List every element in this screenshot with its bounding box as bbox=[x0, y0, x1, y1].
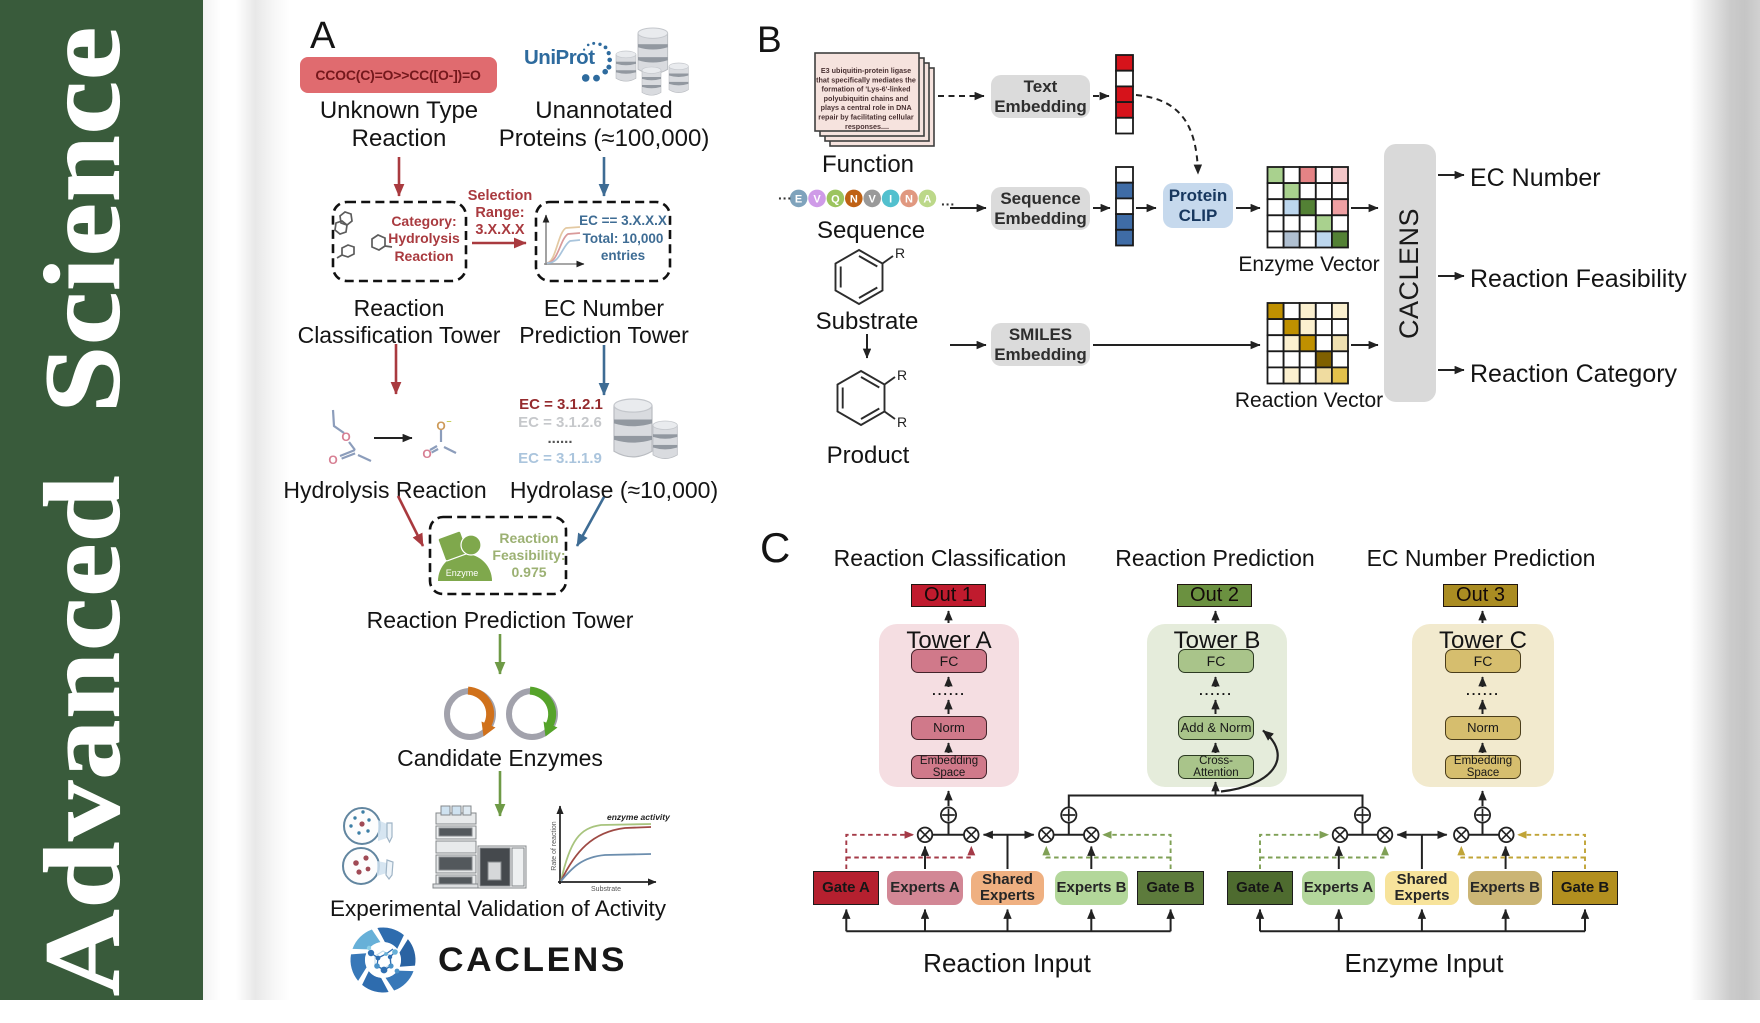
svg-text:V: V bbox=[869, 193, 877, 205]
svg-text:O: O bbox=[328, 453, 337, 467]
svg-text:O: O bbox=[422, 447, 431, 461]
svg-text:A: A bbox=[923, 193, 931, 205]
svg-text:R: R bbox=[895, 245, 905, 261]
svg-text:Rate of reaction: Rate of reaction bbox=[551, 821, 558, 871]
svg-text:E: E bbox=[795, 193, 802, 205]
svg-text:E3 ubiquitin-protein ligase: E3 ubiquitin-protein ligase that specifi… bbox=[816, 66, 918, 131]
svg-text:O: O bbox=[436, 419, 445, 433]
svg-text:Substrate: Substrate bbox=[591, 886, 621, 893]
svg-text:O: O bbox=[341, 430, 350, 444]
svg-text:Q: Q bbox=[831, 193, 840, 205]
svg-text:···: ··· bbox=[778, 190, 792, 206]
svg-text:Enzyme: Enzyme bbox=[446, 568, 479, 578]
svg-text:N: N bbox=[850, 193, 858, 205]
svg-text:···: ··· bbox=[941, 196, 955, 212]
svg-text:–: – bbox=[446, 416, 451, 426]
svg-text:I: I bbox=[889, 193, 892, 205]
svg-text:N: N bbox=[905, 193, 913, 205]
svg-text:R: R bbox=[897, 367, 907, 383]
svg-text:R: R bbox=[897, 414, 907, 430]
svg-text:V: V bbox=[813, 193, 821, 205]
svg-text:enzyme activity: enzyme activity bbox=[607, 812, 671, 822]
